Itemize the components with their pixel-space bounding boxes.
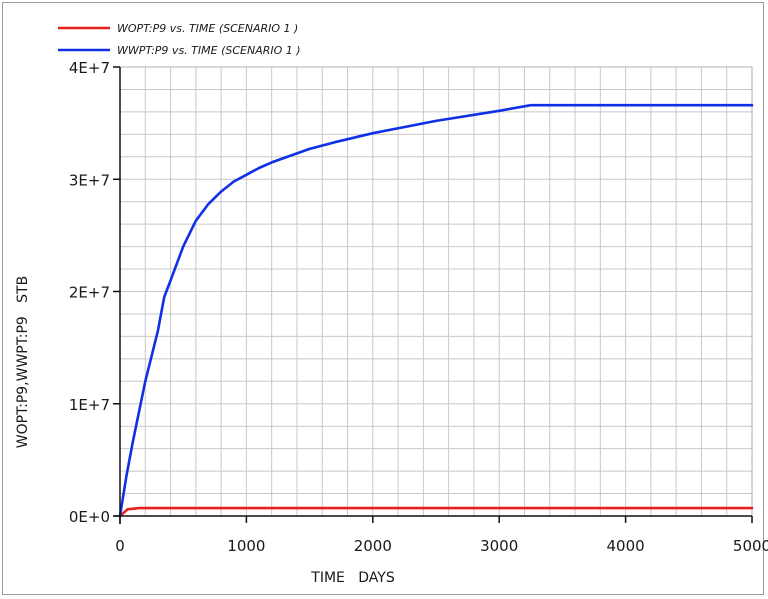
y-axis-label: WOPT:P9,WWPT:P9 STB [15, 276, 31, 448]
series-line-wwpt [118, 103, 754, 518]
legend: WOPT:P9 vs. TIME (SCENARIO 1 ) WWPT:P9 vs… [58, 22, 301, 57]
x-tick-label: 1000 [227, 537, 265, 555]
x-tick-label: 3000 [480, 537, 518, 555]
y-tick-label: 0E+0 [69, 508, 110, 526]
series-layer [118, 103, 754, 518]
x-tick-label: 4000 [607, 537, 645, 555]
series-line-wopt [118, 506, 754, 518]
y-tick-label: 4E+7 [69, 59, 110, 77]
axes [113, 66, 753, 524]
legend-label: WWPT:P9 vs. TIME (SCENARIO 1 ) [117, 44, 301, 57]
grid [119, 66, 753, 517]
y-tick-label: 1E+7 [69, 396, 110, 414]
tick-labels: 0 1000 2000 3000 4000 5000 0E+0 1E+7 2E+7 3E+7 4E+… [69, 59, 768, 555]
y-tick-label: 3E+7 [69, 171, 110, 189]
y-tick-label: 2E+7 [69, 284, 110, 302]
x-tick-label: 0 [115, 537, 125, 555]
x-axis-label: TIME DAYS [310, 570, 395, 586]
x-tick-label: 5000 [733, 537, 768, 555]
legend-label: WOPT:P9 vs. TIME (SCENARIO 1 ) [117, 22, 298, 35]
x-tick-label: 2000 [354, 537, 392, 555]
